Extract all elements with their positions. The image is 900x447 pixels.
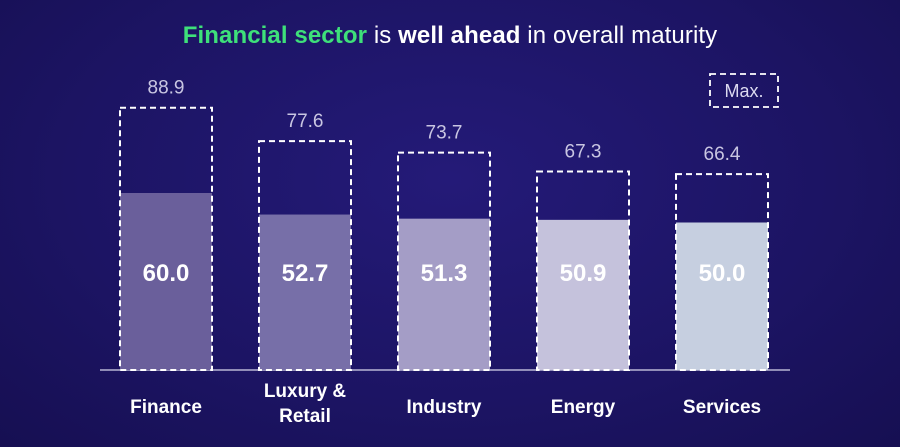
max-outline-0 [119,106,213,372]
title-part-2: is [367,22,399,49]
max-outline-3 [536,170,630,371]
category-label-line: Services [683,397,761,418]
category-label-1: Luxury & Retail [264,381,347,427]
category-label-2: Industry [407,397,482,418]
category-label-3: Energy [551,397,616,418]
max-label-1: 77.6 [287,111,324,132]
bar-4 [676,222,768,370]
value-label-1: 52.7 [282,260,329,287]
category-label-line: Industry [407,397,482,418]
category-label-4: Services [683,397,761,418]
category-label-line: Energy [551,397,616,418]
bar-1 [259,214,351,370]
max-outline-2 [397,151,491,371]
value-label-4: 50.0 [699,260,746,287]
chart-title: Financial sector is well ahead in overal… [0,22,900,50]
title-bold: well ahead [398,22,521,49]
value-label-3: 50.9 [560,260,607,287]
legend-max-box [709,73,779,108]
category-label-0: Finance [130,397,202,418]
max-outline-4 [675,173,769,371]
bar-0 [120,193,212,370]
category-label-line: Luxury & [264,381,347,402]
max-label-3: 67.3 [565,141,602,162]
category-label-line: Retail [279,406,331,427]
max-label-0: 88.9 [148,78,185,99]
title-highlight: Financial sector [182,22,368,49]
bar-2 [398,218,490,370]
max-outline-1 [258,140,352,371]
value-label-0: 60.0 [143,260,190,287]
legend-max-label: Max. [724,81,763,101]
max-label-4: 66.4 [704,144,741,165]
category-label-line: Finance [130,397,202,418]
value-label-2: 51.3 [421,260,468,287]
max-label-2: 73.7 [426,123,463,144]
bar-3 [537,219,629,370]
title-part-3: in overall maturity [520,22,718,49]
